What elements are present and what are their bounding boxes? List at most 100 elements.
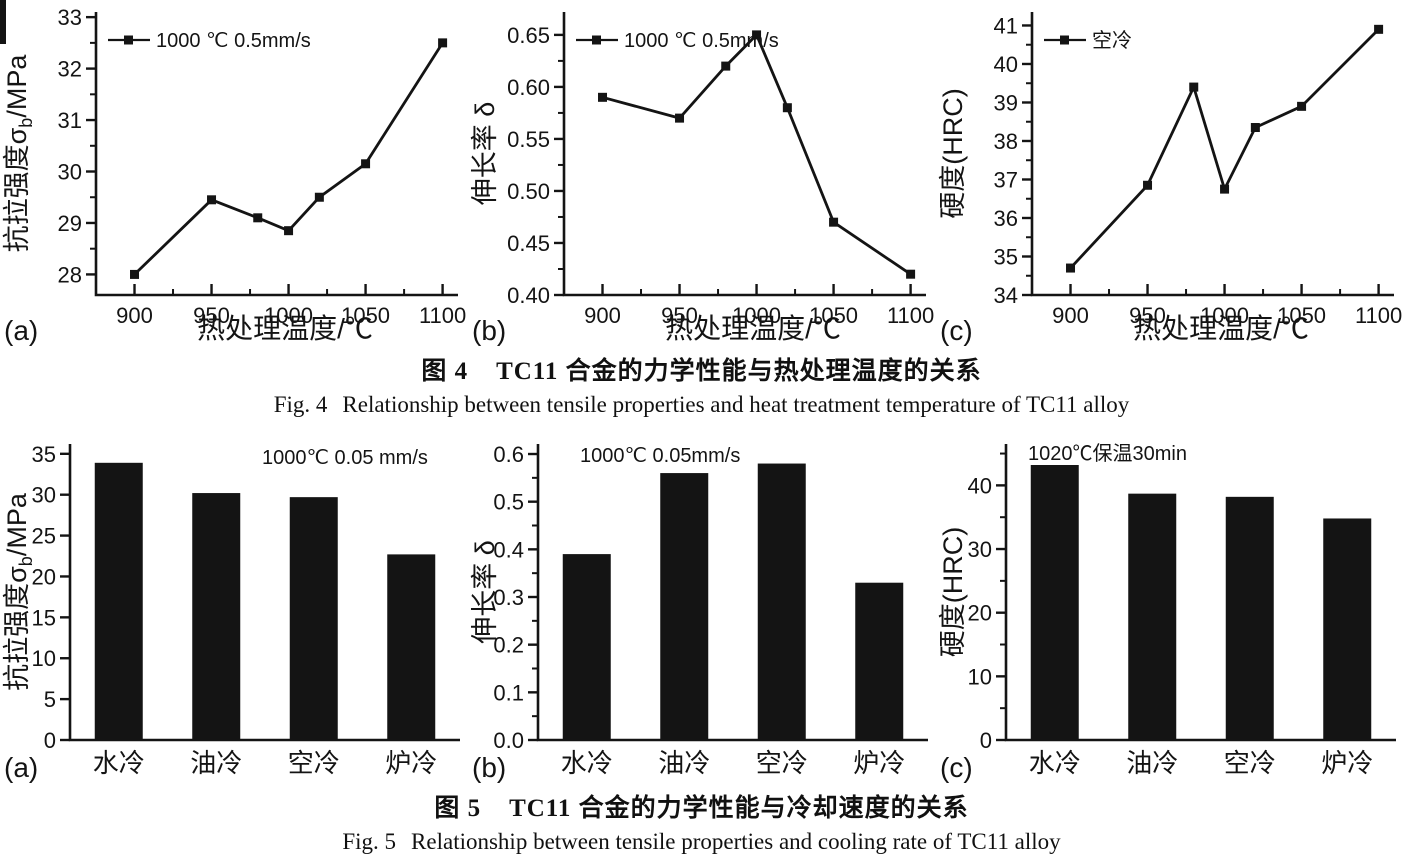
bar-炉冷 (387, 554, 436, 740)
bar-空冷 (1225, 496, 1274, 740)
data-point-marker (1250, 123, 1260, 133)
y-tick-label: 0.2 (493, 633, 524, 658)
y-axis-label: 抗拉强度σb/MPa (2, 54, 36, 253)
chart-fig5-a: 0 5 10 15 20 25 30 35 抗拉强度σb/MPa 水冷 油冷 空冷 炉冷 1000℃ 0.… (2, 442, 460, 783)
x-tick-label: 1000 (1200, 303, 1249, 328)
data-point-marker (284, 226, 294, 236)
x-axis-label: 热处理温度/℃ (197, 313, 373, 344)
y-tick-label: 25 (32, 524, 56, 549)
chart-fig4-b: 0.40 0.45 0.50 0.55 0.60 0.65 伸长率 δ 900 950 1000 1… (470, 12, 934, 346)
x-tick-label: 1100 (887, 303, 934, 328)
fig4-caption-en-label: Fig. 4 (273, 392, 328, 417)
bars (94, 462, 436, 740)
category-label: 水冷 (1029, 748, 1081, 778)
panel-label: (b) (472, 752, 506, 783)
bar-水冷 (1030, 465, 1079, 740)
x-tick-label: 1000 (264, 303, 313, 328)
fig5-caption-zh: 图 5 TC11 合金的力学性能与冷却速度的关系 (0, 788, 1403, 824)
y-axis-label: 硬度(HRC) (938, 88, 968, 218)
y-tick-label: 5 (44, 687, 56, 712)
fig4-caption-zh-text: TC11 合金的力学性能与热处理温度的关系 (496, 358, 982, 385)
bar-炉冷 (855, 582, 904, 740)
x-tick-label: 1100 (419, 303, 466, 328)
bar-空冷 (757, 463, 806, 740)
category-label: 炉冷 (853, 748, 905, 778)
y-tick-label: 0.40 (507, 283, 550, 308)
category-label: 水冷 (561, 748, 613, 778)
y-tick-label: 37 (994, 167, 1018, 192)
bar-水冷 (562, 554, 611, 740)
fig5-caption-en-text: Relationship between tensile properties … (411, 829, 1061, 854)
panel-label: (b) (472, 315, 506, 346)
category-label: 空冷 (288, 748, 340, 778)
panel-label: (a) (4, 752, 38, 783)
data-point-marker (438, 38, 448, 48)
y-axis-label: 硬度(HRC) (938, 527, 968, 657)
fig5-caption-en: Fig. 5 Relationship between tensile prop… (0, 829, 1403, 855)
y-tick-label: 30 (32, 483, 56, 508)
y-tick-label: 0.45 (507, 231, 550, 256)
y-tick-label: 15 (32, 605, 56, 630)
legend-marker-icon (1060, 35, 1069, 45)
y-tick-label: 34 (994, 283, 1018, 308)
chart-fig4-a: 28 29 30 31 32 33 抗拉强度σb/MPa 900 950 1000 1050 1100… (2, 5, 466, 346)
data-point-marker (1143, 180, 1153, 190)
y-tick-label: 36 (994, 206, 1018, 231)
category-label: 油冷 (658, 748, 710, 778)
x-axis-label: 热处理温度/℃ (1133, 313, 1309, 344)
x-tick-label: 900 (584, 303, 621, 328)
data-point-marker (130, 269, 140, 279)
category-label: 炉冷 (1321, 748, 1373, 778)
axes (94, 12, 458, 297)
y-tick-label: 40 (968, 473, 992, 498)
x-tick-label: 950 (1129, 303, 1166, 328)
data-series (598, 30, 916, 279)
chart-fig5-c: 0 10 20 30 40 硬度(HRC) 水冷 油冷 空冷 炉冷 1020℃保温30min (c) (938, 442, 1396, 783)
data-point-marker (1066, 263, 1076, 273)
panel-label: (c) (940, 315, 973, 346)
y-tick-label: 33 (58, 5, 82, 30)
legend: 1000 ℃ 0.5mm/s (576, 30, 779, 52)
data-point-marker (1220, 184, 1230, 194)
x-tick-label: 950 (661, 303, 698, 328)
y-tick-label: 10 (968, 664, 992, 689)
x-tick-label: 950 (193, 303, 230, 328)
y-tick-label: 0 (980, 728, 992, 753)
fig4-caption-zh-label: 图 4 (421, 358, 469, 385)
data-point-marker (752, 30, 762, 40)
data-point-marker (361, 159, 371, 169)
bar-炉冷 (1323, 518, 1372, 740)
y-axis-label: 抗拉强度σb/MPa (2, 492, 36, 691)
y-tick-label: 20 (968, 601, 992, 626)
legend: 空冷 (1044, 29, 1132, 52)
y-axis-label: 伸长率 δ (470, 540, 500, 644)
x-axis-ticks: 900 950 1000 1050 1100 (584, 284, 934, 328)
legend-label: 1000 ℃ 0.5mm/s (624, 30, 779, 52)
x-axis-ticks: 900 950 1000 1050 1100 (1052, 284, 1402, 328)
y-tick-label: 0.55 (507, 127, 550, 152)
y-axis-ticks: 0 10 20 30 40 (968, 452, 1006, 753)
x-tick-label: 1050 (341, 303, 390, 328)
y-tick-label: 32 (58, 57, 82, 82)
chart-fig4-c: 34 35 36 37 38 39 40 41 硬度(HRC) 900 950 1000 1050 110… (938, 12, 1402, 346)
category-label: 油冷 (1126, 748, 1178, 778)
axes (562, 12, 926, 297)
y-tick-label: 39 (994, 90, 1018, 115)
y-tick-label: 0.60 (507, 75, 550, 100)
category-label: 炉冷 (385, 748, 437, 778)
chart-fig5-b: 0.0 0.1 0.2 0.3 0.4 0.5 0.6 伸长率 δ 水冷 油冷 空冷 炉冷 1000℃ … (470, 442, 928, 783)
x-axis-ticks: 900 950 1000 1050 1100 (116, 284, 466, 328)
y-tick-label: 38 (994, 129, 1018, 154)
legend-marker-icon (592, 35, 601, 45)
data-point-marker (675, 113, 685, 123)
y-axis-ticks: 34 35 36 37 38 39 40 41 (994, 13, 1032, 308)
y-tick-label: 41 (994, 13, 1018, 38)
y-axis-ticks: 0.0 0.1 0.2 0.3 0.4 0.5 0.6 (493, 442, 538, 753)
data-point-marker (207, 195, 217, 205)
data-point-marker (1374, 24, 1384, 34)
fig4-caption-en-text: Relationship between tensile properties … (342, 392, 1130, 417)
bar-空冷 (289, 497, 338, 740)
category-label: 水冷 (93, 748, 145, 778)
legend-marker-icon (124, 35, 133, 45)
data-point-marker (906, 269, 916, 279)
